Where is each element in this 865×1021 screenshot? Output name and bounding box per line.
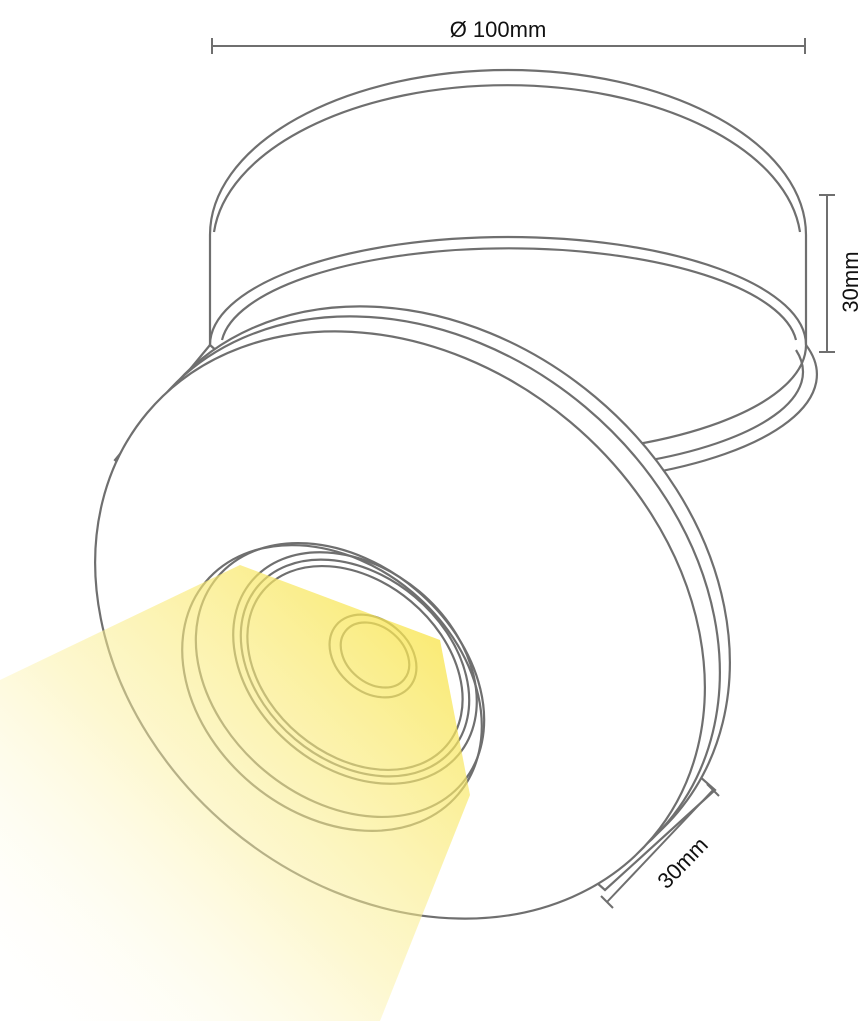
light-beam <box>0 565 470 1021</box>
diameter-label: Ø 100mm <box>450 17 547 42</box>
diameter-dimension: Ø 100mm <box>211 17 806 54</box>
height-dimension: 30mm <box>819 194 863 353</box>
height-label: 30mm <box>838 251 863 312</box>
depth-label: 30mm <box>652 832 712 893</box>
